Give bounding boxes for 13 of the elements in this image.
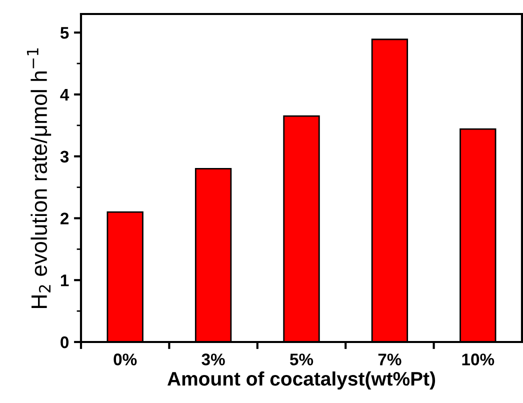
y-tick-label: 1 [60,274,69,286]
y-tick-label: 4 [60,89,70,100]
y-tick-label: 3 [60,150,69,163]
x-tick-label: 10% [462,354,494,366]
x-tick-label: 5% [290,354,314,366]
y-tick-label: 0 [60,336,69,348]
x-axis-title: Amount of cocatalyst(wt%Pt) [167,371,436,390]
x-tick-label: 0% [114,354,137,366]
y-tick-label: 2 [60,212,69,224]
x-tick-label: 3% [202,354,225,366]
x-tick-label: 7% [378,354,402,366]
y-axis-title: H$_{2}$ evolution rate/μmol h$^{−1}$ [26,48,52,308]
y-tick-label: 5 [60,27,69,39]
